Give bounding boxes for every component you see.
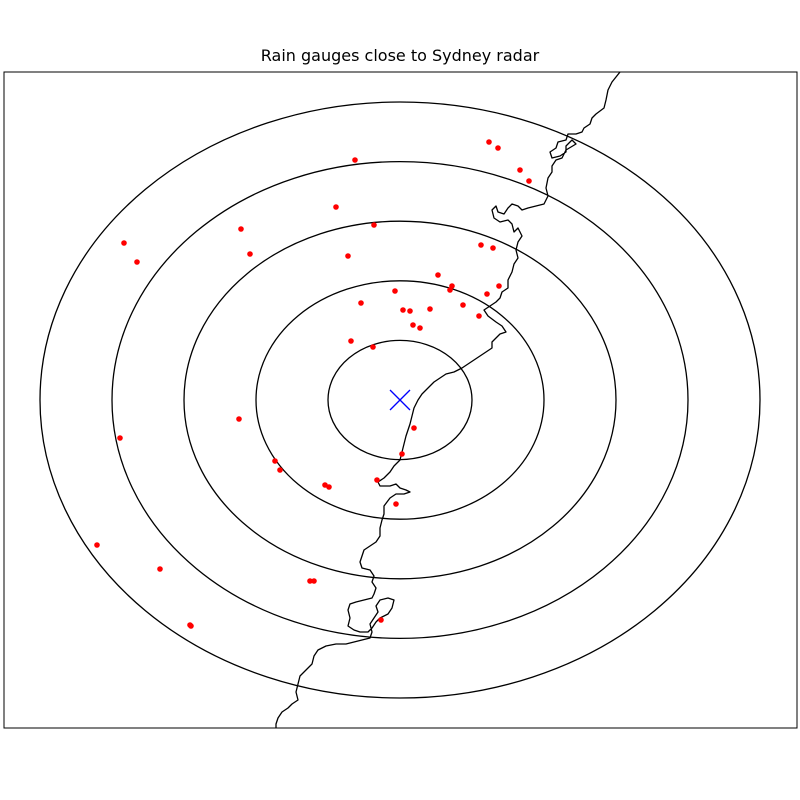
rain-gauge-point [378, 617, 384, 623]
rain-gauge-point [417, 325, 423, 331]
rain-gauge-point [345, 253, 351, 259]
rain-gauge-point [311, 578, 317, 584]
rain-gauge-point [447, 287, 453, 293]
rain-gauge-point [517, 167, 523, 173]
rain-gauge-point [370, 344, 376, 350]
rain-gauge-point [490, 245, 496, 251]
map-title: Rain gauges close to Sydney radar [260, 46, 540, 65]
rain-gauge-point [277, 467, 283, 473]
range-ring [39, 101, 761, 699]
rain-gauge-point [478, 242, 484, 248]
rain-gauge-point [348, 338, 354, 344]
rain-gauge-point [495, 145, 501, 151]
range-ring [183, 220, 617, 580]
rain-gauge-point [476, 313, 482, 319]
range-ring [111, 160, 689, 640]
rain-gauge-point [236, 416, 242, 422]
radar-x-icon [389, 389, 411, 411]
rain-gauge-point [496, 283, 502, 289]
rain-gauge-point [188, 623, 194, 629]
rain-gauge-point [134, 259, 140, 265]
rain-gauge-point [399, 451, 405, 457]
rain-gauge-point [272, 458, 278, 464]
rain-gauge-point [157, 566, 163, 572]
rain-gauge-point [407, 308, 413, 314]
rain-gauge-point [307, 578, 313, 584]
rain-gauge-point [484, 291, 490, 297]
map-frame [3, 71, 798, 729]
rain-gauge-point [117, 435, 123, 441]
rain-gauge-point [358, 300, 364, 306]
rain-gauge-point [410, 322, 416, 328]
range-ring [255, 280, 545, 520]
rain-gauge-point [392, 288, 398, 294]
rain-gauge-point [435, 272, 441, 278]
rain-gauge-point [333, 204, 339, 210]
rain-gauge-point [460, 302, 466, 308]
range-ring [327, 339, 473, 461]
rain-gauge-point [526, 178, 532, 184]
rain-gauge-point [94, 542, 100, 548]
rain-gauges [94, 139, 532, 629]
rain-gauge-point [326, 484, 332, 490]
rain-gauge-point [121, 240, 127, 246]
radar-site [389, 389, 411, 411]
rain-gauge-point [486, 139, 492, 145]
rain-gauge-point [238, 226, 244, 232]
rain-gauge-point [247, 251, 253, 257]
range-rings [39, 101, 761, 699]
rain-gauge-point [411, 425, 417, 431]
coastline [275, 72, 621, 728]
rain-gauge-point [427, 306, 433, 312]
rain-gauge-point [352, 157, 358, 163]
rain-gauge-point [393, 501, 399, 507]
rain-gauge-point [374, 477, 380, 483]
rain-gauge-point [400, 307, 406, 313]
rain-gauge-point [371, 222, 377, 228]
